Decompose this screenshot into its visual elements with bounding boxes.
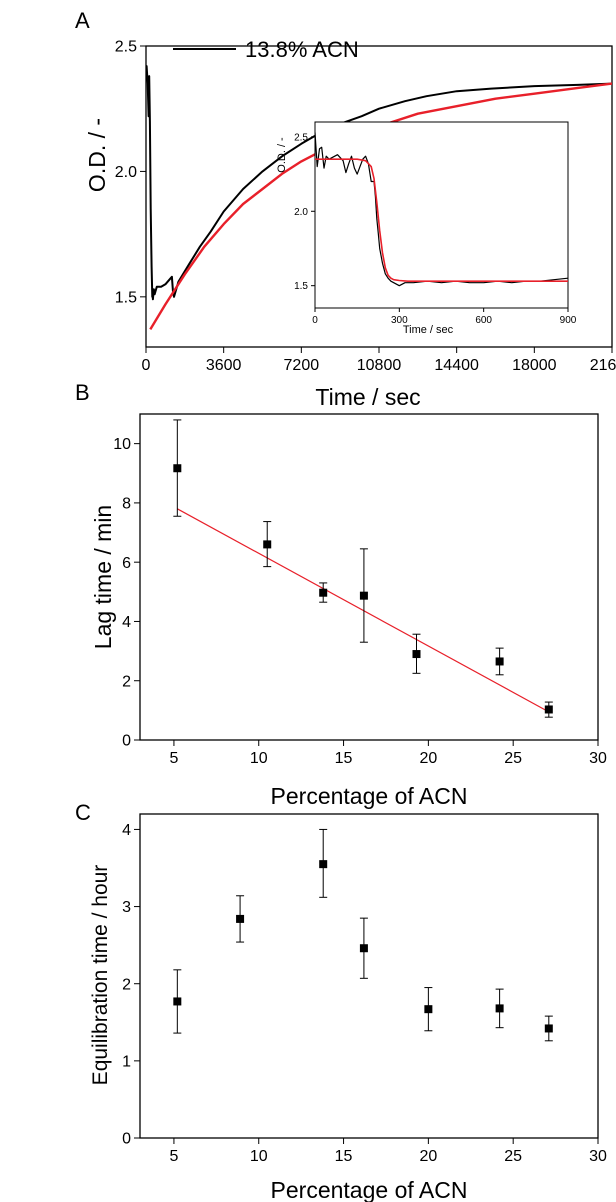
panel-c-data-point [544,1024,553,1033]
inset-x-tick-label: 900 [560,315,577,326]
panel-c-frame [139,813,599,1139]
inset-y-tick-label: 2.5 [294,132,308,143]
panel-letter-a: A [75,8,90,33]
panel-b-data-point [173,464,182,473]
panel-a-inset-chart: 1.5 2.0 2.5 0 300 600 900 Time / sec O.D. / - [276,121,577,336]
panel-c-data-point [319,860,328,869]
panel-b-x-tick-label: 30 [589,750,607,767]
panel-a-y-tick-label: 2.0 [115,164,137,181]
inset-y-tick-label: 2.0 [294,207,308,218]
panel-a-x-tick-label: 0 [142,357,151,374]
panel-c-y-tick-label: 4 [122,822,131,839]
panel-c-x-tick-label: 10 [250,1148,268,1165]
panel-c-data-point [495,1004,504,1013]
panel-b-data-point [544,705,553,714]
panel-c-y-tick-label: 3 [122,899,131,916]
panel-a-y-tick-label: 2.5 [115,39,137,56]
panel-b-y-tick-label: 8 [122,496,131,513]
inset-y-axis-title: O.D. / - [276,137,288,173]
panel-c-x-tick-label: 30 [589,1148,607,1165]
inset-background [314,121,569,309]
panel-b-x-axis-title: Percentage of ACN [271,783,468,809]
panel-c-y-tick-label: 2 [122,976,131,993]
panel-c-y-tick-label: 1 [122,1053,131,1070]
panel-a-fit-line [149,82,612,331]
panel-letter-b: B [75,380,90,405]
panel-b-y-tick-label: 6 [122,555,131,572]
panel-b-chart: 0 2 4 6 8 10 5 10 15 20 25 30 Percentage of ACN La… [90,413,607,809]
panel-a-x-axis-title: Time / sec [315,384,420,410]
panel-a-x-tick-label: 14400 [434,357,479,374]
panel-b-y-tick-label: 4 [122,614,131,631]
panel-a-x-tick-label: 7200 [284,357,320,374]
inset-y-tick-label: 1.5 [294,281,308,292]
panel-c-x-tick-label: 25 [504,1148,522,1165]
panel-c-x-tick-label: 15 [335,1148,353,1165]
panel-c-data-point [359,944,368,953]
panel-a-x-tick-label: 10800 [357,357,402,374]
panel-b-data-point [359,591,368,600]
inset-x-tick-label: 600 [475,315,492,326]
panel-b-x-tick-label: 5 [169,750,178,767]
panel-a-x-tick-label: 3600 [206,357,242,374]
panel-c-y-axis-title: Equilibration time / hour [89,865,112,1086]
panel-c-x-tick-label: 5 [169,1148,178,1165]
inset-fit-line [315,158,568,283]
panel-c-data-point [424,1005,433,1014]
panel-c-x-tick-label: 20 [419,1148,437,1165]
panel-a-chart: 1.52.02.5 03600720010800144001800021600 … [84,37,616,410]
panel-b-data-point [495,657,504,666]
panel-b-fit-line [177,508,550,713]
panel-b-y-tick-label: 0 [122,733,131,750]
panel-b-y-tick-label: 10 [113,436,131,453]
panel-b-x-tick-label: 25 [504,750,522,767]
panel-a-x-tick-label: 18000 [512,357,557,374]
panel-b-y-axis-title: Lag time / min [90,505,116,649]
inset-x-tick-label: 0 [312,315,318,326]
panel-c-data-point [236,914,245,923]
panel-a-y-tick-label: 1.5 [115,289,137,306]
panel-b-data-point [412,650,421,659]
panel-b-x-tick-label: 15 [335,750,353,767]
legend-label-13-8-acn: 13.8% ACN [245,37,359,62]
panel-b-data-point [263,540,272,549]
panel-letter-c: C [75,800,91,825]
panel-c-x-axis-title: Percentage of ACN [271,1177,468,1202]
panel-b-frame [139,413,599,741]
inset-x-tick-label: 300 [391,315,408,326]
inset-x-axis-title: Time / sec [403,324,454,336]
panel-c-data-point [173,997,182,1006]
panel-b-y-tick-label: 2 [122,673,131,690]
panel-a-y-axis-title: O.D. / - [84,118,110,192]
panel-c-y-tick-label: 0 [122,1131,131,1148]
panel-c-chart: 0 1 2 3 4 5 10 15 20 25 30 Percentage of ACN Equi… [89,813,607,1202]
panel-b-x-tick-label: 20 [419,750,437,767]
panel-b-data-point [319,588,328,597]
panel-b-x-tick-label: 10 [250,750,268,767]
panel-a-x-tick-label: 21600 [590,357,616,374]
